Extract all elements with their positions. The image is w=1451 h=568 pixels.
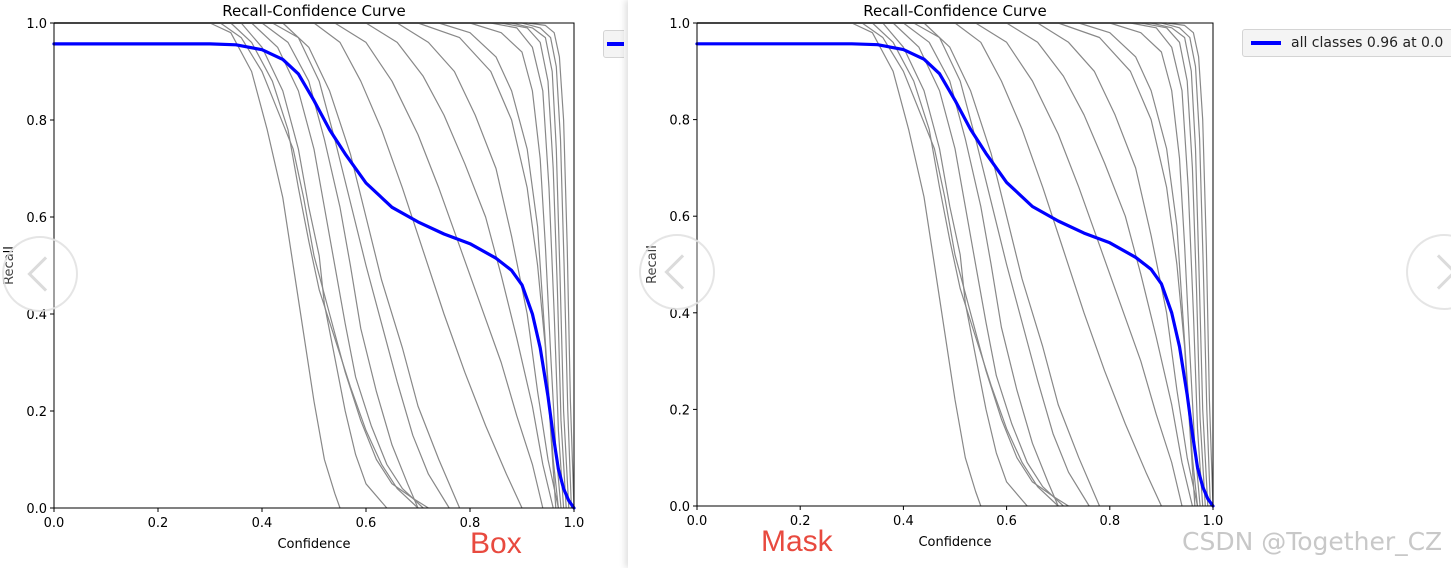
class-curve-9 [54, 22, 523, 509]
class-curve-9 [697, 22, 1162, 507]
chart-title: Recall-Confidence Curve [222, 2, 406, 20]
recall-confidence-chart-box: Recall-Confidence Curve 0.0 0.2 0.4 0.6 0.8 1.… [2, 2, 585, 552]
class-curve-20 [54, 22, 557, 509]
chevron-left-icon[interactable] [2, 236, 78, 312]
class-curve-17 [54, 22, 570, 509]
class-curve-1 [697, 22, 1069, 507]
class-curve-19 [54, 22, 575, 509]
class-curve-11 [54, 22, 554, 509]
y-tick-label: 0.0 [669, 500, 690, 515]
y-tick-label: 0.4 [669, 307, 690, 322]
class-curve-6 [54, 22, 419, 509]
series-line-all-classes [52, 42, 576, 510]
x-tick-label: 0.2 [148, 516, 169, 531]
class-curve-14 [54, 22, 562, 509]
y-tick-label: 0.6 [669, 210, 690, 225]
class-curve-12 [54, 22, 559, 509]
x-axis-label: Confidence [918, 535, 991, 550]
class-curve-6 [697, 22, 1059, 507]
class-curve-7 [697, 22, 1090, 507]
x-tick-label: 0.6 [356, 516, 377, 531]
class-curve-7 [54, 22, 450, 509]
class-curve-17 [697, 22, 1209, 507]
y-tick-label: 0.8 [26, 114, 47, 129]
class-curve-4 [54, 22, 424, 509]
x-tick-label: 0.4 [252, 516, 273, 531]
caption-box: Box [470, 527, 522, 560]
caption-mask: Mask [761, 525, 833, 558]
class-curve-15 [54, 22, 565, 509]
class-curve-16 [697, 22, 1206, 507]
watermark: CSDN @Together_CZ [1182, 527, 1443, 556]
class-curve-18 [54, 22, 572, 509]
legend-mask: all classes 0.96 at 0.0 [1242, 29, 1451, 57]
class-curve-13 [697, 22, 1199, 507]
class-curve-11 [697, 22, 1193, 507]
y-tick-label: 0.2 [669, 403, 690, 418]
x-axis-label: Confidence [277, 537, 350, 552]
class-curve-3 [697, 22, 1028, 507]
class-curve-12 [697, 22, 1199, 507]
class-curve-2 [697, 22, 1059, 507]
class-curve-15 [697, 22, 1204, 507]
x-tick-label: 0.2 [790, 514, 811, 529]
x-tick-label: 0.8 [1099, 514, 1120, 529]
y-tick-label: 1.0 [669, 17, 690, 32]
x-tick-label: 0.0 [44, 516, 65, 531]
y-tick-label: 0.6 [26, 211, 47, 226]
class-curve-13 [54, 22, 559, 509]
x-tick-label: 0.8 [460, 516, 481, 531]
x-tick-label: 0.6 [996, 514, 1017, 529]
series-line-all-classes [695, 42, 1215, 508]
x-tick-label: 1.0 [1203, 514, 1224, 529]
right-figure-panel: Recall-Confidence Curve 0.0 0.2 0.4 0.6 0.8 1.… [628, 0, 1451, 568]
recall-confidence-chart-mask: Recall-Confidence Curve 0.0 0.2 0.4 0.6 0.8 1.… [645, 2, 1224, 550]
left-figure-panel: Recall-Confidence Curve 0.0 0.2 0.4 0.6 0.8 1.… [0, 0, 624, 568]
class-curve-2 [54, 22, 419, 509]
y-tick-label: 0.8 [669, 114, 690, 129]
class-curve-5 [697, 22, 982, 507]
class-curve-3 [54, 22, 388, 509]
x-tick-label: 0.4 [893, 514, 914, 529]
class-curve-10 [54, 22, 544, 509]
class-curve-5 [54, 22, 341, 509]
class-curve-18 [697, 22, 1211, 507]
y-tick-label: 1.0 [26, 17, 47, 32]
class-curve-8 [54, 22, 461, 509]
legend-box-left [603, 30, 624, 58]
chevron-left-icon[interactable] [639, 234, 715, 310]
class-curve-8 [697, 22, 1101, 507]
class-curve-1 [54, 22, 429, 509]
class-curve-10 [697, 22, 1183, 507]
y-tick-label: 0.0 [26, 502, 47, 517]
legend-swatch-all-classes [1251, 41, 1281, 45]
y-tick-label: 0.2 [26, 405, 47, 420]
legend-label-all-classes: all classes 0.96 at 0.0 [1291, 35, 1444, 51]
class-curve-14 [697, 22, 1201, 507]
class-curve-20 [697, 22, 1196, 507]
class-curve-19 [697, 22, 1214, 507]
x-tick-label: 1.0 [564, 516, 585, 531]
legend-swatch-all-classes [607, 42, 624, 46]
chart-title: Recall-Confidence Curve [863, 2, 1047, 20]
class-curve-4 [697, 22, 1064, 507]
class-curve-16 [54, 22, 567, 509]
x-tick-label: 0.0 [687, 514, 708, 529]
